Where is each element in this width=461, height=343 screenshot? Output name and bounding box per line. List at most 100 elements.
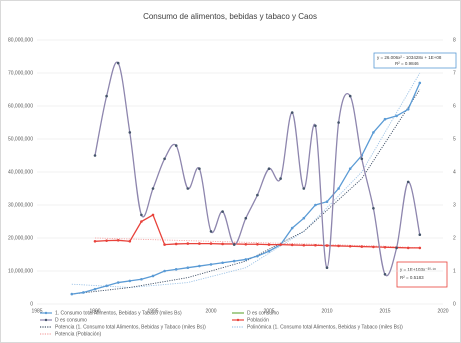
data-point	[256, 242, 259, 246]
data-point	[418, 233, 422, 236]
y2-tick-label: 5	[453, 136, 456, 142]
y-tick-label: 20,000,000	[8, 235, 33, 241]
y2-tick-label: 6	[453, 103, 456, 109]
data-point	[256, 254, 259, 258]
x-tick-label: 2005	[263, 308, 274, 314]
data-point	[325, 244, 329, 247]
data-point	[372, 131, 375, 134]
data-point	[267, 243, 271, 246]
data-point	[209, 263, 213, 266]
legend-marker	[236, 318, 240, 322]
data-point	[163, 269, 166, 273]
data-point	[93, 287, 97, 291]
data-point	[174, 144, 178, 147]
data-point	[406, 108, 410, 111]
data-point	[151, 187, 155, 190]
data-point	[116, 281, 120, 284]
y2-tick-label: 8	[453, 37, 456, 43]
y-tick-label: 50,000,000	[8, 136, 33, 142]
data-point	[151, 274, 155, 278]
legend-label: 1. Consumo total Alimentos, Bebidas y Ta…	[55, 310, 182, 316]
data-point	[337, 244, 340, 248]
data-point	[198, 264, 201, 268]
data-point	[186, 187, 190, 190]
data-point	[244, 242, 248, 246]
data-point	[198, 242, 201, 245]
data-point	[232, 259, 236, 263]
series-line	[71, 89, 421, 295]
y-tick-label: 80,000,000	[8, 37, 33, 43]
y2-tick-label: 7	[453, 70, 456, 76]
data-point	[395, 114, 398, 118]
data-point	[302, 243, 306, 247]
legend-label: Polinómica (1. Consumo total Alimentos, …	[247, 324, 403, 330]
data-point	[290, 226, 294, 230]
data-point	[105, 94, 108, 98]
data-point	[244, 258, 248, 261]
data-point	[93, 154, 97, 157]
x-tick-label: 1990	[89, 308, 100, 314]
x-tick-label: 2015	[379, 308, 390, 314]
r-squared: R² = 0.5183	[400, 275, 424, 280]
data-point	[232, 243, 236, 246]
equation: y = 1E+103x⁻³⁰·¹⁸	[400, 267, 436, 272]
data-point	[256, 193, 259, 197]
data-point	[128, 279, 132, 283]
data-point	[82, 291, 85, 294]
data-point	[105, 239, 108, 242]
data-point	[70, 292, 74, 296]
data-point	[348, 244, 352, 248]
data-point	[348, 94, 352, 98]
legend-label: D es consumo	[247, 310, 279, 316]
r-squared: R² = 0.9846	[395, 61, 419, 66]
legend-label: D es consumo	[55, 317, 87, 323]
data-point	[406, 246, 410, 250]
data-point	[244, 216, 248, 220]
data-point	[140, 213, 143, 217]
y2-tick-label: 4	[453, 169, 456, 175]
data-point	[116, 61, 120, 65]
legend-label: Potencia (Población)	[55, 331, 101, 337]
data-point	[348, 167, 352, 170]
equation-box	[396, 261, 448, 288]
x-tick-label: 2000	[205, 308, 216, 314]
data-point	[209, 230, 213, 233]
equation-box	[373, 52, 457, 69]
y-tick-label: 60,000,000	[8, 103, 33, 109]
y-tick-label: 40,000,000	[8, 169, 33, 175]
y-tick-label: 10,000,000	[8, 268, 33, 274]
data-point	[314, 124, 317, 128]
data-point	[418, 81, 422, 85]
data-point	[221, 210, 224, 213]
data-point	[372, 207, 375, 210]
data-point	[383, 273, 387, 276]
data-point	[290, 243, 294, 247]
data-point	[360, 157, 364, 161]
data-point	[140, 277, 143, 281]
y-tick-label: 0	[30, 301, 33, 307]
data-point	[337, 121, 340, 124]
data-point	[279, 177, 282, 180]
data-point	[221, 242, 224, 246]
data-point	[325, 200, 329, 203]
series-line	[94, 237, 420, 249]
data-point	[360, 245, 364, 248]
y-tick-label: 70,000,000	[8, 70, 33, 76]
data-point	[314, 243, 317, 247]
data-point	[174, 268, 178, 271]
data-point	[174, 242, 178, 246]
data-point	[383, 117, 387, 121]
data-point	[372, 245, 375, 249]
data-point	[163, 243, 166, 246]
data-point	[325, 266, 329, 270]
chart-title: Consumo de alimentos, bebidas y tabaco y…	[143, 12, 317, 21]
data-point	[302, 216, 306, 220]
data-point	[337, 187, 340, 190]
legend-label: Potencia (1. Consumo total Alimentos, Be…	[55, 324, 206, 330]
data-point	[302, 187, 306, 190]
data-point	[140, 220, 143, 223]
data-point	[128, 240, 132, 243]
y2-tick-label: 3	[453, 202, 456, 208]
data-point	[406, 180, 410, 184]
